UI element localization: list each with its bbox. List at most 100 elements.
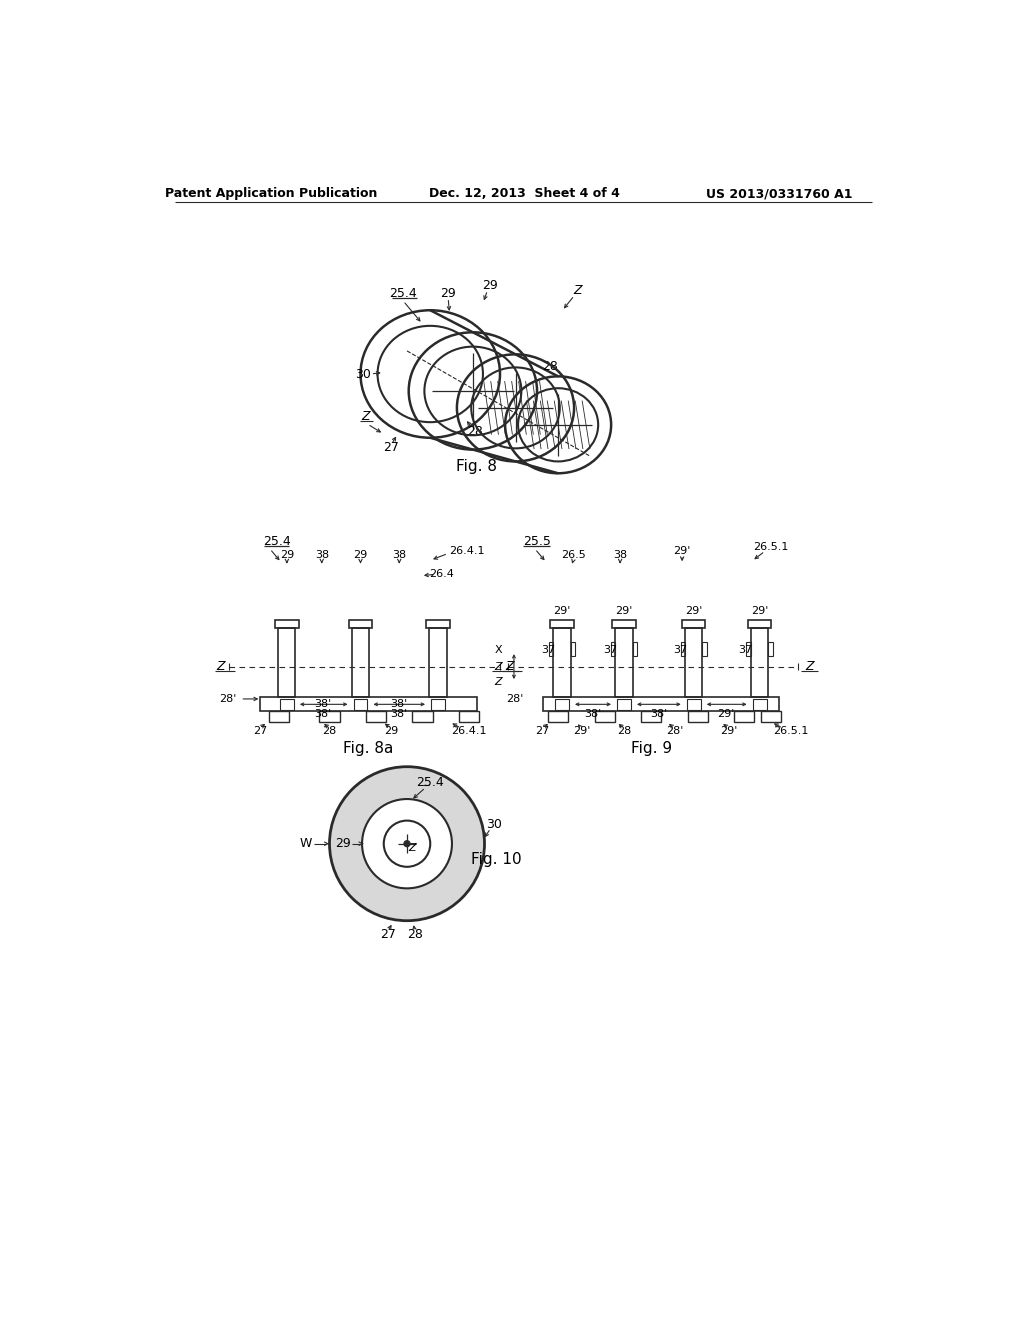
Bar <box>746 642 751 656</box>
Text: 29': 29' <box>674 546 691 556</box>
Text: 29': 29' <box>718 709 735 718</box>
Text: 25.4: 25.4 <box>389 286 417 300</box>
Bar <box>431 700 445 710</box>
Bar <box>280 700 294 710</box>
Text: 27: 27 <box>253 726 267 737</box>
Bar <box>413 711 432 722</box>
Bar <box>554 628 570 697</box>
Text: Z: Z <box>495 661 502 672</box>
Text: 37: 37 <box>603 644 617 655</box>
Circle shape <box>362 799 452 888</box>
Bar <box>279 628 295 697</box>
Text: 30: 30 <box>485 818 502 832</box>
Bar <box>753 700 767 710</box>
Text: 28': 28' <box>506 694 523 704</box>
Text: 38': 38' <box>585 709 602 718</box>
Bar <box>353 700 368 710</box>
Text: 28: 28 <box>616 726 631 737</box>
Text: 26.5.1: 26.5.1 <box>754 543 788 552</box>
Text: 26.4: 26.4 <box>429 569 455 579</box>
Text: Fig. 9: Fig. 9 <box>631 742 672 756</box>
Text: 29': 29' <box>615 606 633 616</box>
Text: 38': 38' <box>314 700 332 709</box>
Text: 38: 38 <box>314 550 329 560</box>
Text: Fig. 10: Fig. 10 <box>471 851 521 867</box>
Bar <box>550 620 573 628</box>
Text: 29: 29 <box>384 726 398 737</box>
Text: 29': 29' <box>720 726 737 737</box>
Text: Dec. 12, 2013  Sheet 4 of 4: Dec. 12, 2013 Sheet 4 of 4 <box>429 187 621 201</box>
Bar <box>641 711 662 722</box>
Bar <box>269 711 289 722</box>
Bar <box>617 700 631 710</box>
Text: US 2013/0331760 A1: US 2013/0331760 A1 <box>706 187 852 201</box>
Bar <box>352 628 369 697</box>
Text: 25.5: 25.5 <box>523 535 551 548</box>
Bar <box>426 620 450 628</box>
Bar <box>570 642 575 656</box>
Text: 37: 37 <box>738 644 753 655</box>
Text: 29: 29 <box>335 837 350 850</box>
Text: Fig. 8a: Fig. 8a <box>343 742 393 756</box>
Bar <box>459 711 479 722</box>
Bar <box>319 711 340 722</box>
Text: 37: 37 <box>673 644 687 655</box>
Circle shape <box>330 767 484 921</box>
Bar <box>685 628 702 697</box>
Text: 27: 27 <box>536 726 550 737</box>
Text: 38': 38' <box>650 709 668 718</box>
Text: Z: Z <box>495 677 502 686</box>
Text: 26.5.1: 26.5.1 <box>773 726 808 737</box>
Bar <box>633 642 637 656</box>
Bar <box>548 711 568 722</box>
Text: Fig. 8: Fig. 8 <box>457 459 498 474</box>
Text: W: W <box>300 837 312 850</box>
Text: 26.4.1: 26.4.1 <box>450 546 485 556</box>
Bar <box>349 620 372 628</box>
Text: 29': 29' <box>751 606 768 616</box>
Text: 38': 38' <box>314 709 332 718</box>
Text: 28: 28 <box>543 360 558 372</box>
Text: 29: 29 <box>353 550 368 560</box>
Text: 28: 28 <box>323 726 337 737</box>
Bar <box>687 700 700 710</box>
Text: 26.5: 26.5 <box>561 550 586 560</box>
Bar <box>611 642 615 656</box>
Text: 30: 30 <box>355 367 371 380</box>
Text: 28: 28 <box>467 425 483 438</box>
Text: 26.4.1: 26.4.1 <box>452 726 486 737</box>
Text: 38': 38' <box>390 709 408 718</box>
Text: Z: Z <box>573 284 582 297</box>
Text: 25.4: 25.4 <box>263 535 292 548</box>
Bar <box>748 620 771 628</box>
Text: 38: 38 <box>392 550 407 560</box>
Text: Z: Z <box>408 843 416 853</box>
Text: 25.4: 25.4 <box>417 776 444 788</box>
Bar <box>612 620 636 628</box>
Bar <box>543 697 779 711</box>
Text: Z: Z <box>361 409 371 422</box>
Bar <box>555 700 569 710</box>
Bar <box>429 628 446 697</box>
Bar <box>682 620 706 628</box>
Text: 27: 27 <box>380 928 395 941</box>
Text: 28': 28' <box>666 726 683 737</box>
Bar <box>751 628 768 697</box>
Bar <box>761 711 781 722</box>
Text: 29: 29 <box>482 279 498 292</box>
Text: 38': 38' <box>390 700 408 709</box>
Bar <box>734 711 755 722</box>
Text: Z: Z <box>217 660 225 673</box>
Text: Z: Z <box>505 660 514 673</box>
Text: X: X <box>495 644 502 655</box>
Bar <box>549 642 554 656</box>
Text: 38: 38 <box>613 550 627 560</box>
Text: 28: 28 <box>407 928 423 941</box>
Bar <box>366 711 386 722</box>
Text: 29': 29' <box>572 726 590 737</box>
Circle shape <box>403 841 410 847</box>
Text: Z: Z <box>806 660 814 673</box>
Text: Patent Application Publication: Patent Application Publication <box>165 187 378 201</box>
Bar <box>260 697 477 711</box>
Bar <box>275 620 299 628</box>
